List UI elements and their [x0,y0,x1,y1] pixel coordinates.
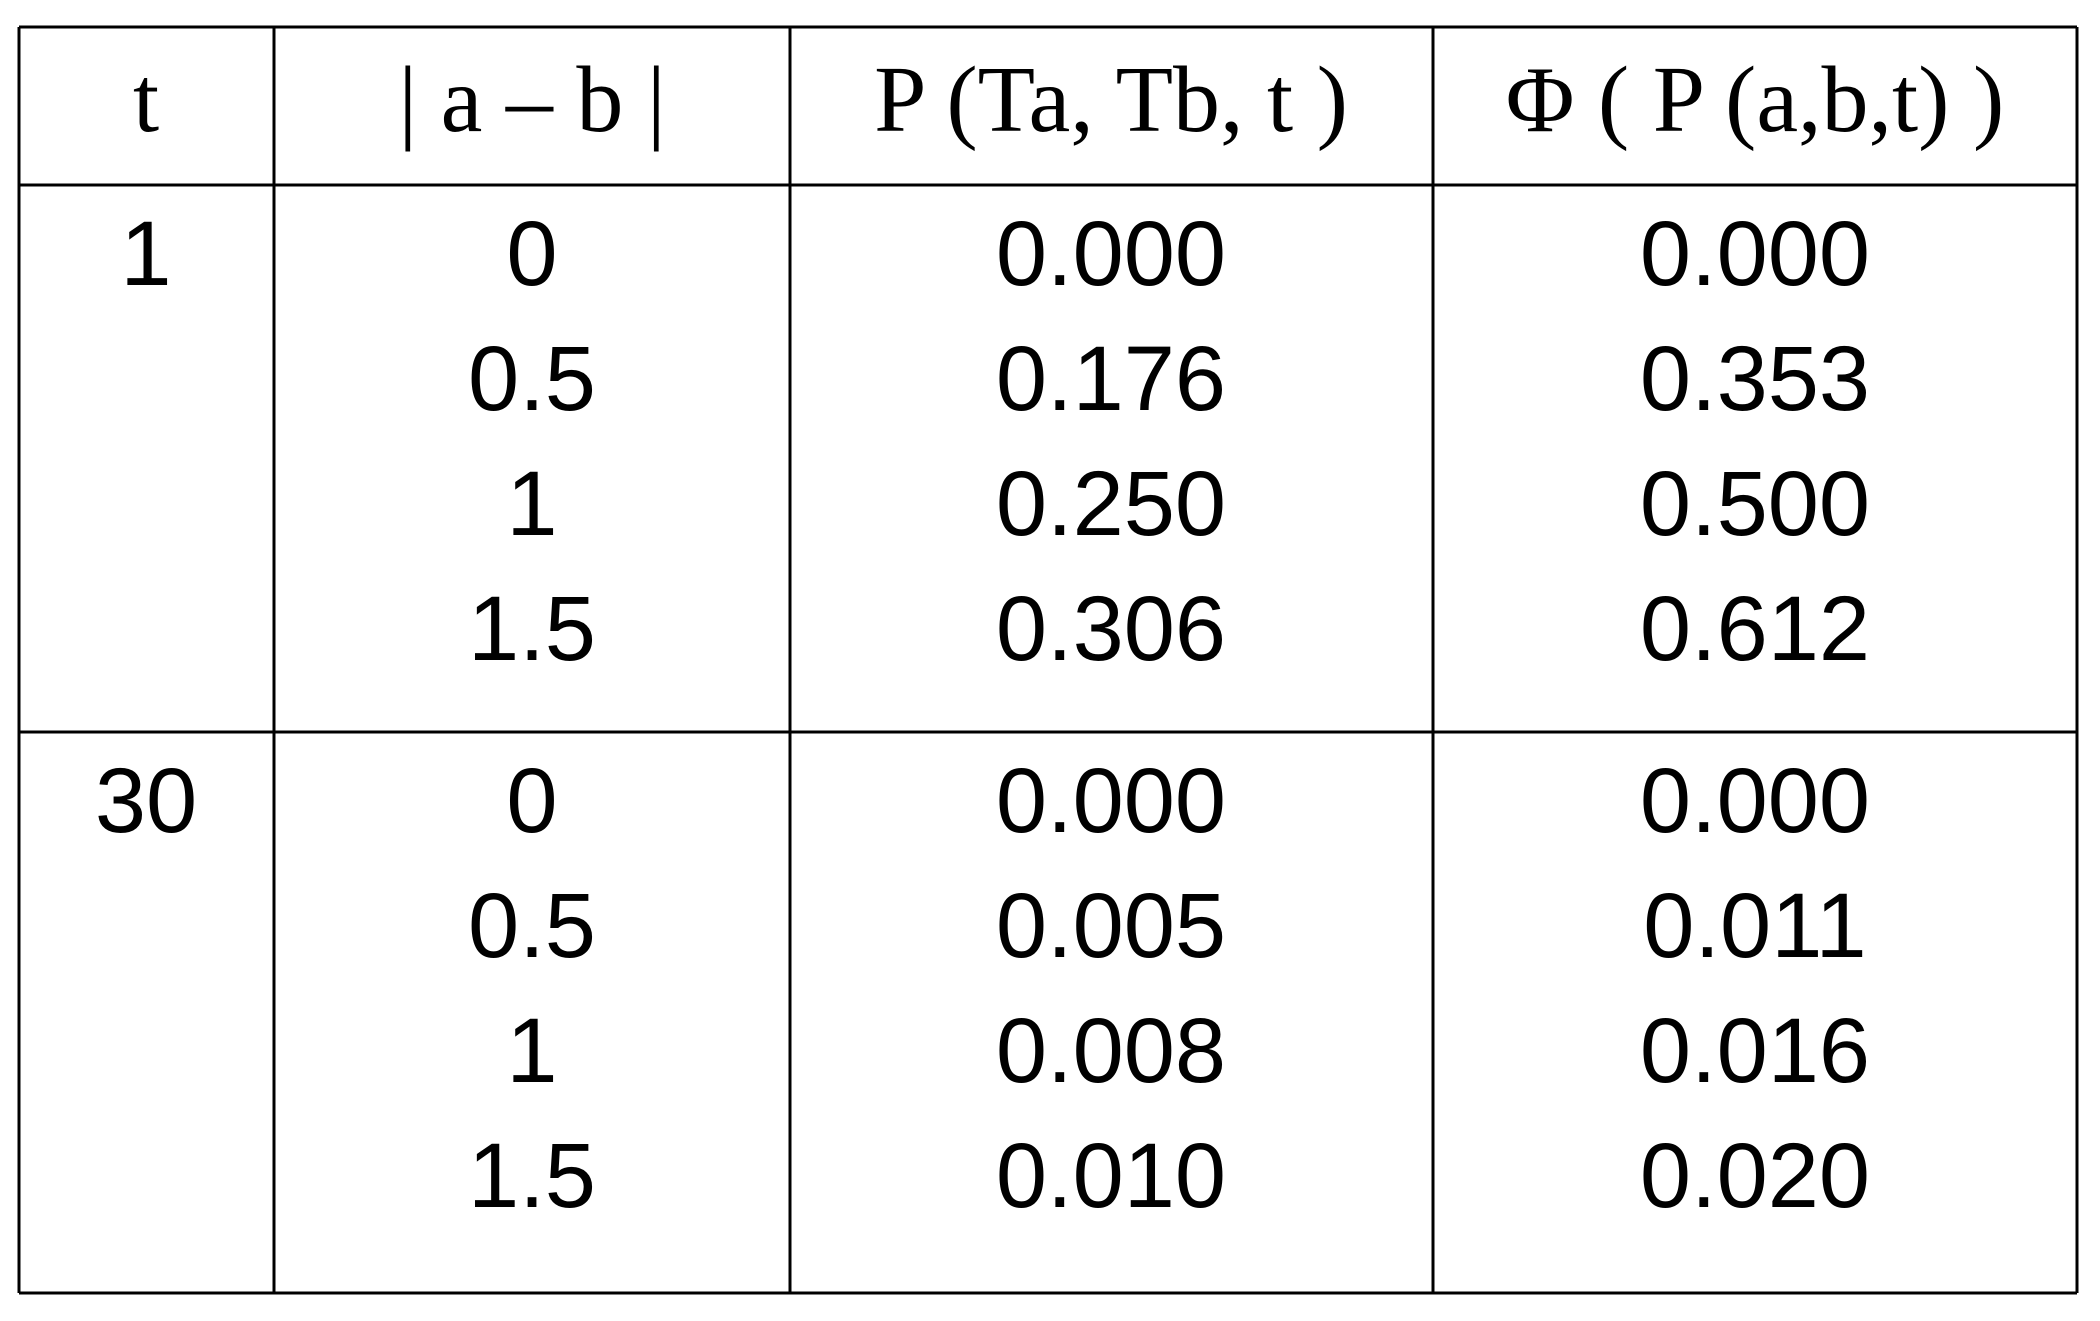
cell: 0 [506,203,557,305]
cell: 0.000 [996,203,1226,305]
cell: 1.5 [468,1125,596,1227]
cell: 0.005 [996,875,1226,977]
header-cell: t [133,48,159,152]
cell: 0.250 [996,453,1226,555]
cell: 0.353 [1640,328,1870,430]
cell: 1 [506,453,557,555]
cell: 0.008 [996,1000,1226,1102]
header-cell: Φ ( P (a,b,t) ) [1506,48,2005,152]
cell: 0.000 [1640,750,1870,852]
cell: 0.000 [1640,203,1870,305]
cell: 0.5 [468,328,596,430]
cell: 0.5 [468,875,596,977]
cell: 0 [506,750,557,852]
cell: 0.176 [996,328,1226,430]
group-t: 1 [120,203,171,305]
cell: 0.010 [996,1125,1226,1227]
cell: 0.306 [996,578,1226,680]
header-cell: P (Ta, Tb, t ) [874,48,1348,152]
cell: 0.016 [1640,1000,1870,1102]
table-borders [17,25,2079,1295]
cell: 0.011 [1643,875,1866,977]
header-cell: | a – b | [398,48,665,152]
cell: 0.500 [1640,453,1870,555]
cell: 1 [506,1000,557,1102]
cell: 0.020 [1640,1125,1870,1227]
cell: 1.5 [468,578,596,680]
group-t: 30 [95,750,197,852]
cell: 0.000 [996,750,1226,852]
cell: 0.612 [1640,578,1870,680]
